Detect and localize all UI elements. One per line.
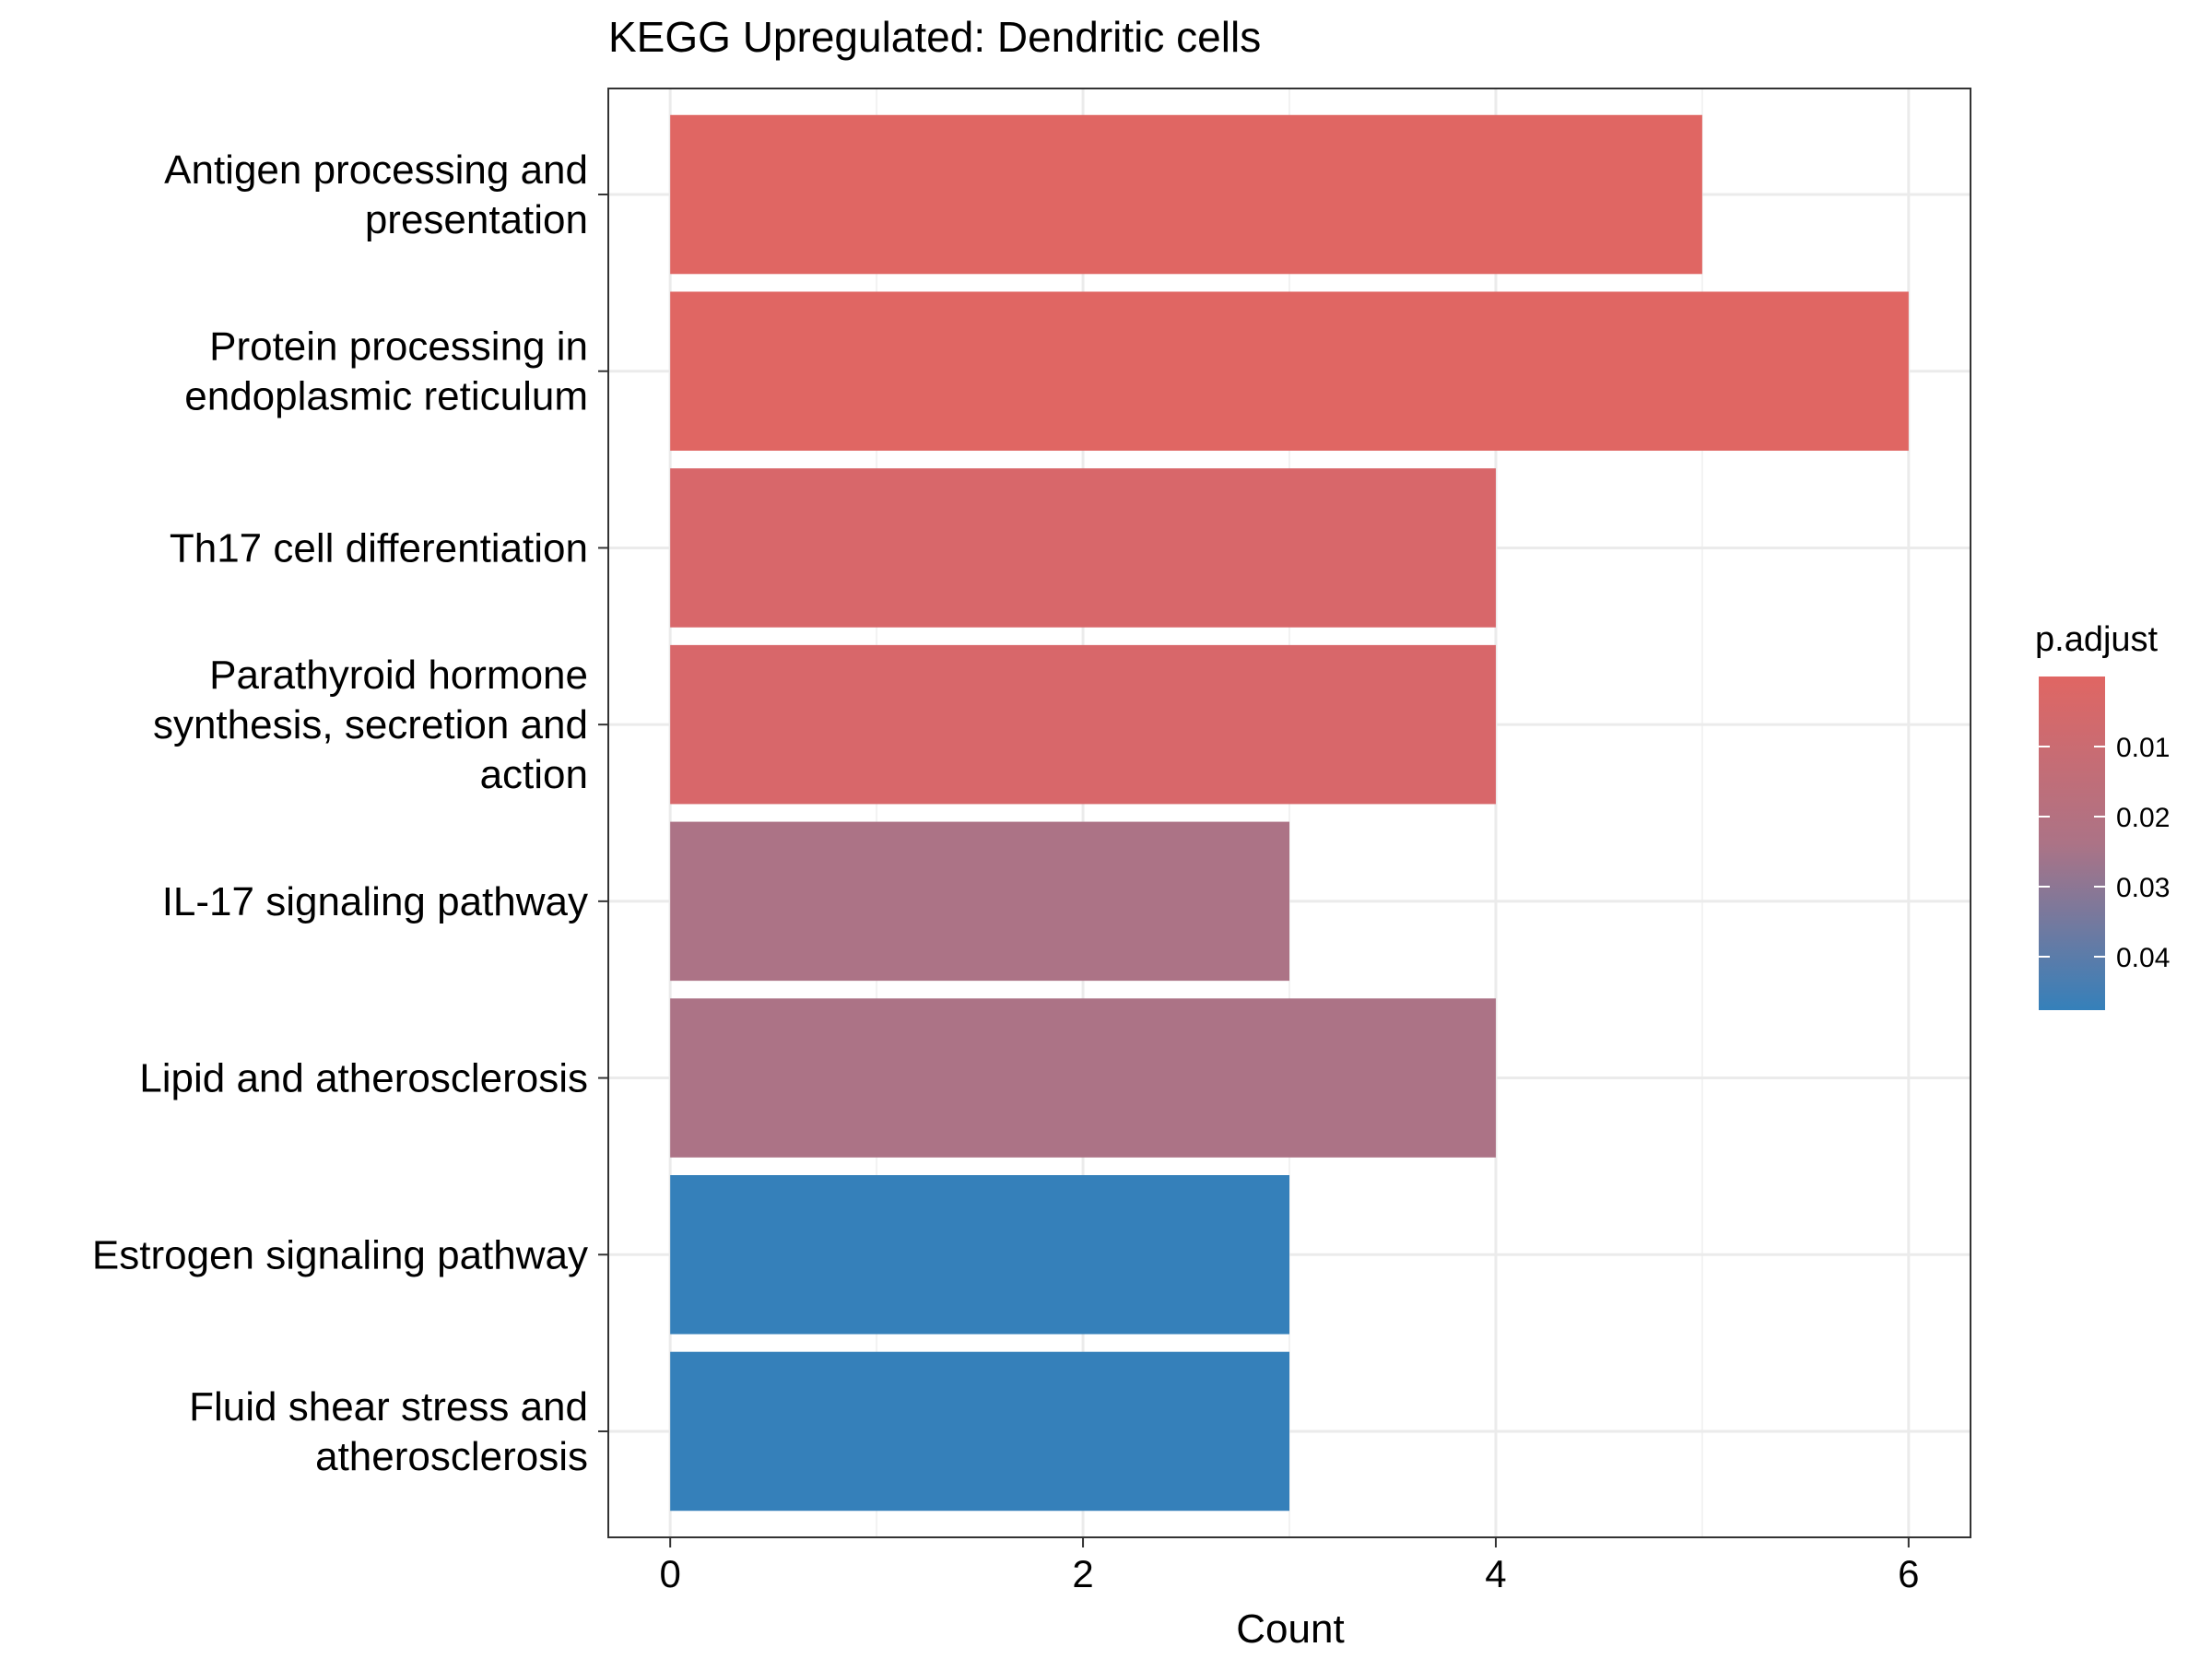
bar [670,998,1496,1158]
y-tick-label-line: Th17 cell differentiation [170,525,588,571]
bar [670,1175,1289,1335]
x-tick-label: 0 [660,1552,681,1595]
y-tick-label-line: Parathyroid hormone [209,653,588,698]
x-axis: 0 2 4 6 [660,1537,1919,1595]
y-tick-label: IL-17 signaling pathway [162,879,588,924]
y-tick-label: Estrogen signaling pathway [92,1232,588,1277]
x-axis-title: Count [1236,1606,1344,1652]
y-axis: Antigen processing and presentation Protei… [92,147,608,1479]
bar [670,1351,1289,1512]
y-tick-label-line: synthesis, secretion and [153,702,588,747]
bars-group [670,114,1909,1512]
y-tick-label-line: IL-17 signaling pathway [162,879,588,924]
legend-tick-label: 0.02 [2116,803,2170,833]
bar [670,291,1909,451]
legend-tick-label: 0.03 [2116,873,2170,903]
x-tick-label: 2 [1072,1552,1093,1595]
y-tick-label-line: Lipid and atherosclerosis [139,1056,588,1101]
legend-title: p.adjust [2035,620,2159,659]
y-tick-label: Antigen processing and presentation [164,147,588,242]
legend-tick-label: 0.01 [2116,733,2170,763]
legend: p.adjust 0.01 0.02 0.03 0.04 [2035,620,2170,1010]
y-tick-label: Fluid shear stress and atherosclerosis [189,1384,588,1479]
y-tick-label-line: Estrogen signaling pathway [92,1232,588,1277]
bar [670,468,1496,628]
bar [670,644,1496,805]
legend-ticks: 0.01 0.02 0.03 0.04 [2039,733,2170,973]
y-tick-label-line: endoplasmic reticulum [184,374,588,419]
legend-colorbar [2039,677,2105,1010]
bar [670,114,1702,275]
y-tick-label: Parathyroid hormone synthesis, secretion … [153,653,588,797]
x-tick-label: 4 [1485,1552,1506,1595]
y-tick-label-line: atherosclerosis [315,1434,588,1479]
bar [670,821,1289,982]
y-tick-label: Lipid and atherosclerosis [139,1056,588,1101]
y-tick-label-line: Antigen processing and [164,147,588,193]
y-tick-label-line: action [480,752,588,797]
y-tick-label-line: presentation [365,197,588,242]
y-tick-label-line: Fluid shear stress and [189,1384,588,1430]
x-tick-label: 6 [1898,1552,1919,1595]
chart-title: KEGG Upregulated: Dendritic cells [608,13,1261,61]
y-tick-label: Th17 cell differentiation [170,525,588,571]
y-tick-label-line: Protein processing in [209,324,588,370]
plot-panel-border [607,88,1971,1538]
legend-tick-label: 0.04 [2116,943,2170,973]
y-tick-label: Protein processing in endoplasmic reticul… [184,324,588,419]
